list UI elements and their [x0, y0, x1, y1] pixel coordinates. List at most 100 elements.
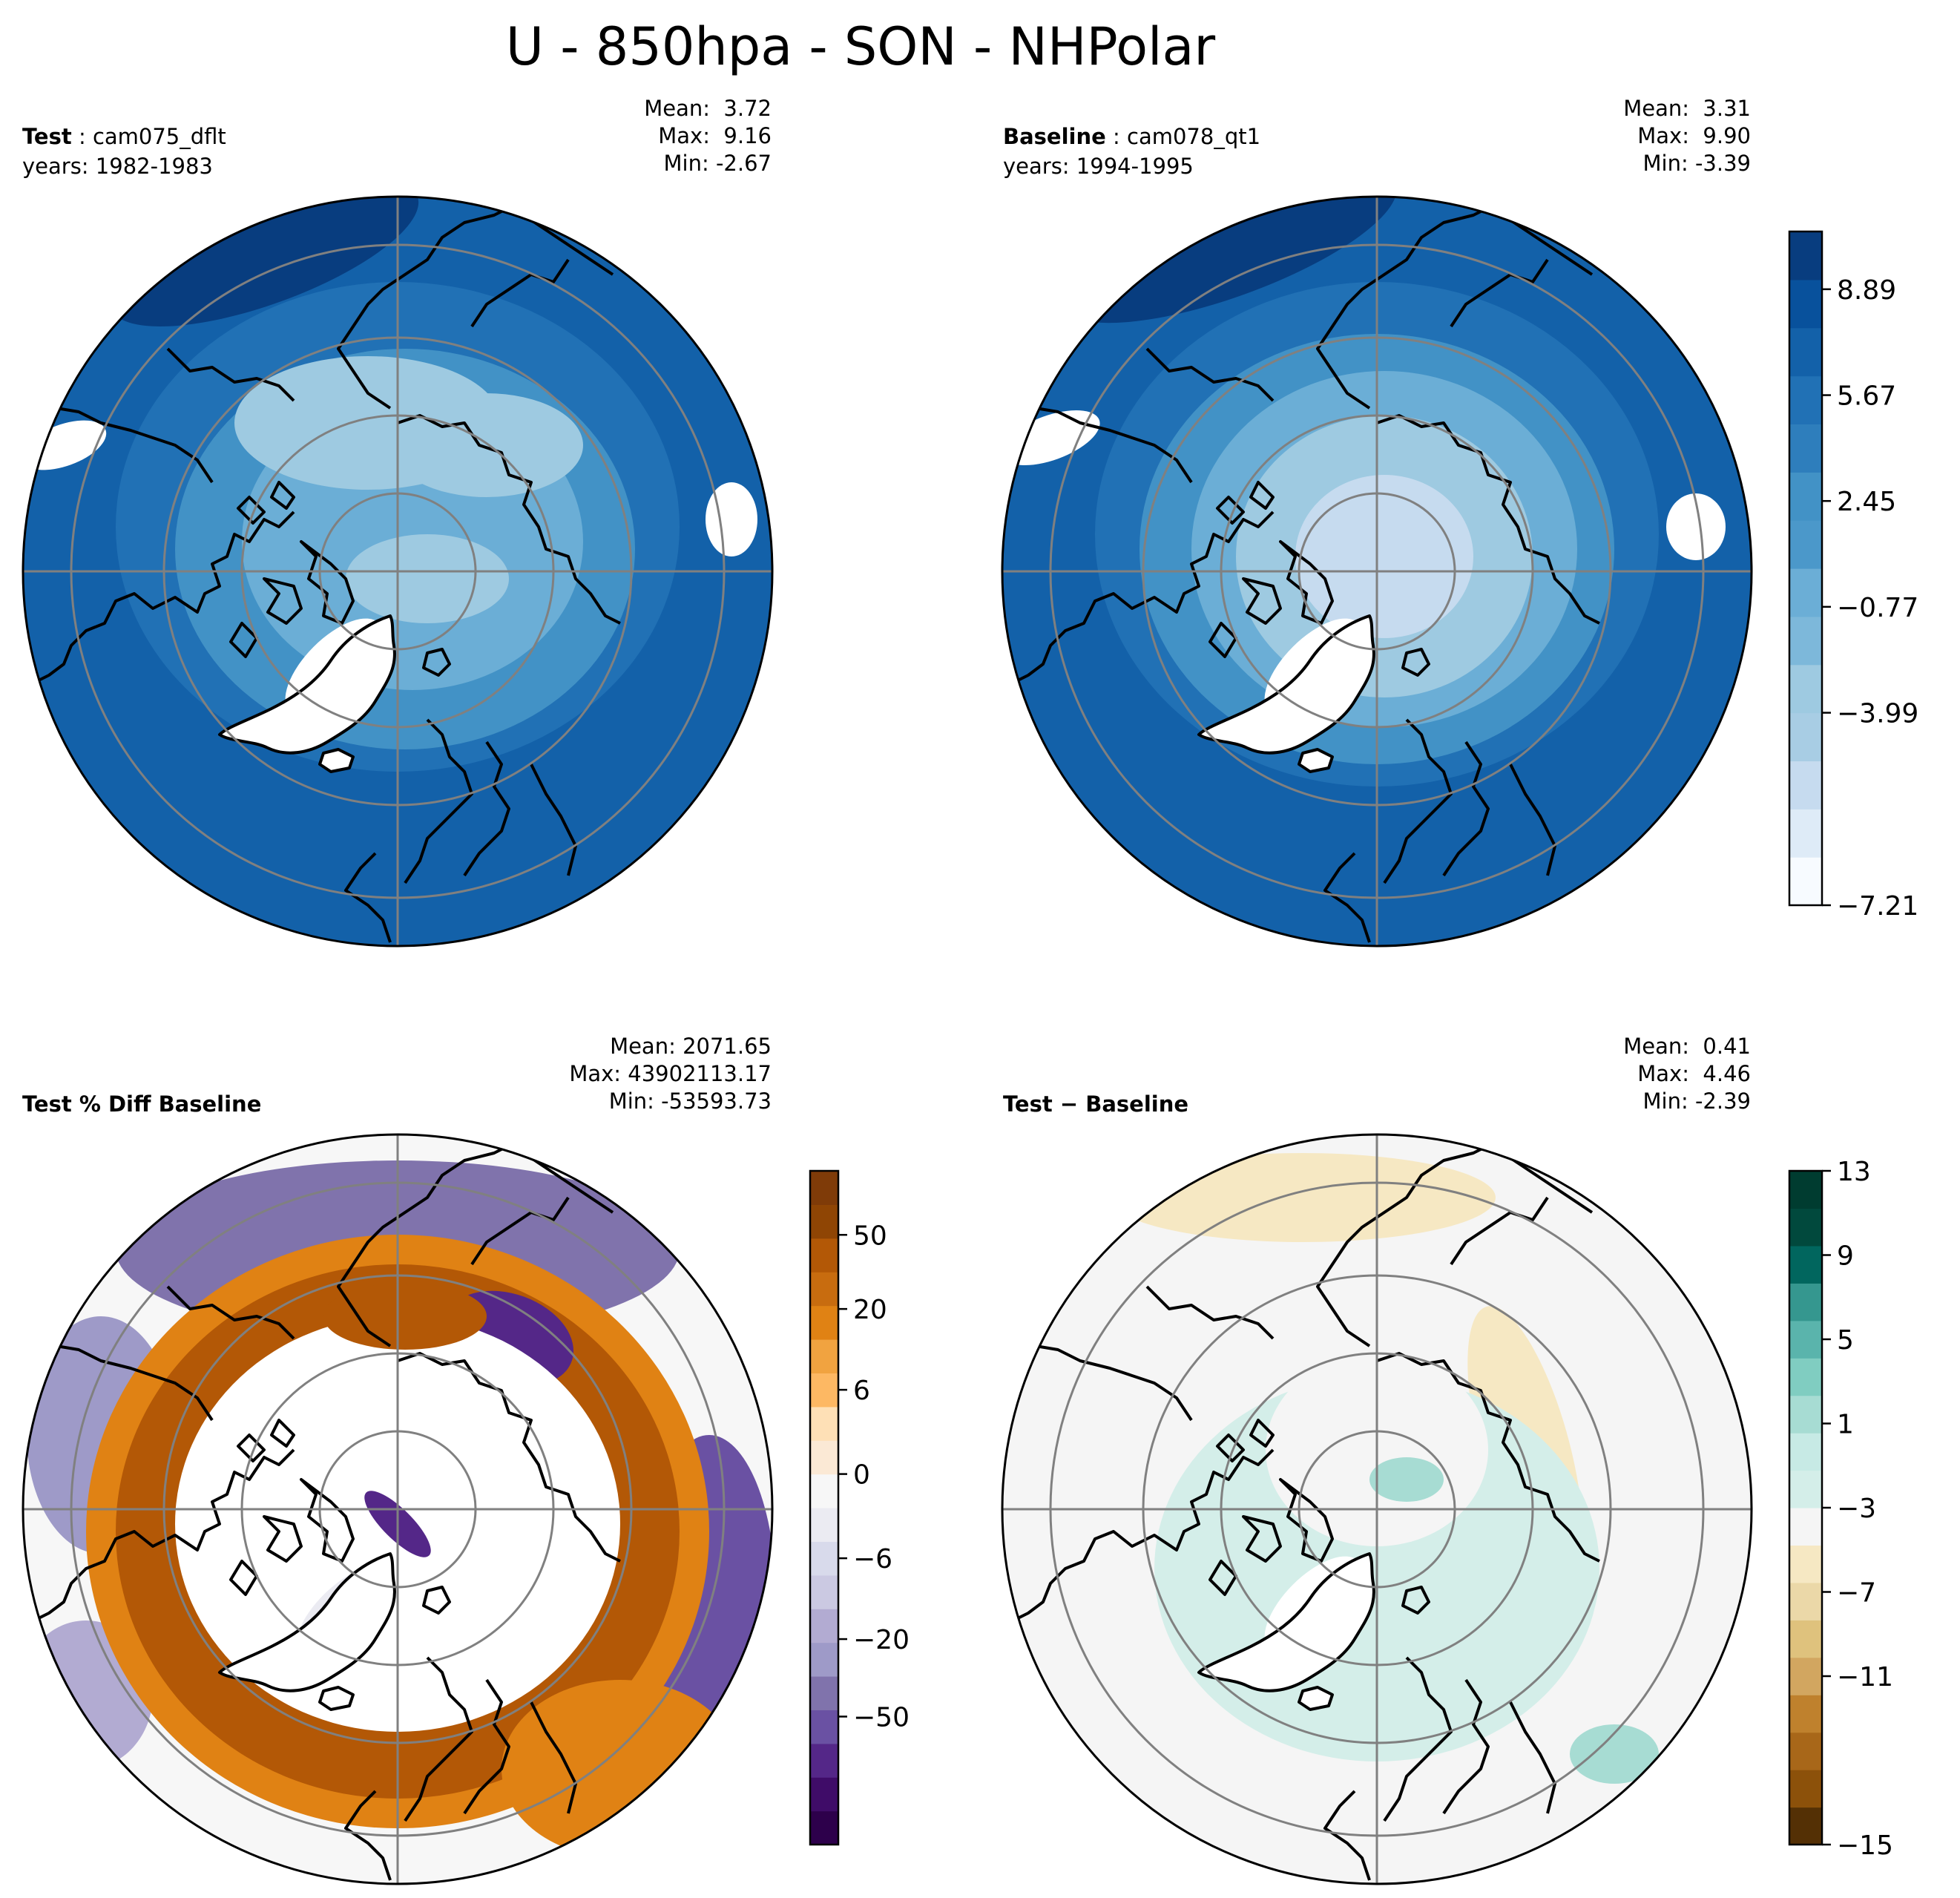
colorbar-diff-tick-label: −11 — [1837, 1662, 1893, 1692]
test-stats: Mean: 3.72 Max: 9.16 Min: -2.67 — [644, 95, 772, 177]
test-label: Test : cam075_dflt — [22, 123, 226, 151]
diff-stats: Mean: 0.41 Max: 4.46 Min: -2.39 — [1623, 1033, 1751, 1115]
colorbar-pctdiff-tick-label: 0 — [853, 1460, 870, 1491]
test-mean: Mean: 3.72 — [644, 96, 772, 121]
colorbar-pctdiff-color-band — [810, 1676, 838, 1710]
diff-mean: Mean: 0.41 — [1623, 1034, 1751, 1059]
diff-contour-5 — [1369, 1457, 1444, 1502]
colorbar-diff-color-band — [1789, 1657, 1822, 1695]
colorbar-pctdiff-frame — [809, 1169, 840, 1846]
colorbar-diff-color-band — [1789, 1395, 1822, 1434]
colorbar-main-color-band — [1789, 375, 1822, 425]
colorbar-main-color-band — [1789, 327, 1822, 377]
pctdiff-label-bold: Test % Diff Baseline — [22, 1091, 262, 1117]
colorbar-pctdiff-color-band — [810, 1406, 838, 1441]
colorbar-diff-color-band — [1789, 1171, 1822, 1209]
baseline-min: Min: -3.39 — [1642, 151, 1751, 176]
diff-graticule — [1002, 1134, 1752, 1884]
pctdiff-field — [23, 1134, 772, 1884]
pctdiff-boundary — [22, 1133, 774, 1885]
colorbar-main-tick-label: −3.99 — [1837, 699, 1918, 729]
baseline-label-bold: Baseline — [1003, 124, 1106, 149]
colorbar-main-tick-label: −7.21 — [1837, 891, 1918, 922]
colorbar-diff-color-band — [1789, 1358, 1822, 1396]
colorbar-pctdiff-color-band — [810, 1710, 838, 1744]
colorbar-pctdiff-color-band — [810, 1743, 838, 1778]
diff-max: Max: 4.46 — [1637, 1061, 1751, 1086]
colorbar-main-color-band — [1789, 712, 1822, 762]
pctdiff-map — [22, 1133, 774, 1885]
pctdiff-max: Max: 43902113.17 — [569, 1061, 772, 1086]
colorbar-pctdiff-color-band — [810, 1272, 838, 1307]
colorbar-diff-color-band — [1789, 1433, 1822, 1471]
pctdiff-min: Min: -53593.73 — [608, 1088, 772, 1114]
colorbar-main-color-band — [1789, 568, 1822, 617]
baseline-max: Max: 9.90 — [1637, 123, 1751, 148]
colorbar-pctdiff-color-band — [810, 1777, 838, 1812]
pctdiff-label: Test % Diff Baseline — [22, 1091, 261, 1118]
colorbar-diff-color-band — [1789, 1770, 1822, 1808]
pctdiff-graticule — [23, 1134, 772, 1884]
colorbar-main-color-band — [1789, 809, 1822, 858]
baseline-graticule — [1002, 197, 1752, 946]
pctdiff-contour-12 — [501, 1680, 739, 1858]
colorbar-diff-color-band — [1789, 1283, 1822, 1321]
test-label-case: : cam075_dflt — [71, 124, 226, 149]
colorbar-pctdiff-color-band — [810, 1574, 838, 1609]
colorbar-diff: 13 9 5 1 −3 −7 −11 −15 — [1788, 1157, 1893, 1861]
baseline-label-case: : cam078_qt1 — [1105, 124, 1261, 149]
colorbar-pctdiff-tick-label: −20 — [853, 1625, 910, 1655]
colorbar-main: 8.89 5.67 2.45 −0.77 −3.99 −7.21 — [1788, 230, 1918, 922]
colorbar-diff-color-band — [1789, 1807, 1822, 1845]
baseline-contour-7 — [1002, 410, 1100, 465]
colorbar-pctdiff-color-band — [810, 1609, 838, 1643]
baseline-years: years: 1994-1995 — [1003, 154, 1194, 179]
colorbar-main-color-band — [1789, 279, 1822, 329]
colorbar-main-color-band — [1789, 520, 1822, 569]
colorbar-pctdiff-color-band — [810, 1373, 838, 1408]
colorbar-main-color-band — [1789, 616, 1822, 666]
colorbar-diff-tick-label: −7 — [1837, 1578, 1876, 1609]
colorbar-main-color-band — [1789, 472, 1822, 521]
colorbar-diff-tick-label: −15 — [1837, 1830, 1893, 1861]
colorbar-pctdiff-tick-label: −50 — [853, 1702, 910, 1733]
diff-label: Test − Baseline — [1003, 1091, 1188, 1118]
colorbar-diff-tick-label: −3 — [1837, 1494, 1876, 1524]
diff-label-bold: Test − Baseline — [1003, 1091, 1189, 1117]
colorbar-main-color-band — [1789, 761, 1822, 810]
baseline-contour-8 — [1666, 493, 1726, 560]
colorbar-main-tick-label: 2.45 — [1837, 487, 1896, 517]
colorbar-pctdiff-color-band — [810, 1474, 838, 1508]
colorbar-diff-color-band — [1789, 1732, 1822, 1770]
test-boundary — [22, 195, 774, 948]
colorbar-pctdiff-color-band — [810, 1508, 838, 1542]
test-years: years: 1982-1983 — [22, 154, 213, 179]
baseline-stats: Mean: 3.31 Max: 9.90 Min: -3.39 — [1623, 95, 1751, 177]
test-contour-9 — [706, 482, 757, 556]
baseline-label: Baseline : cam078_qt1 — [1003, 123, 1260, 151]
colorbar-pctdiff-color-band — [810, 1171, 838, 1205]
colorbar-main-frame — [1788, 230, 1823, 907]
baseline-map — [1001, 195, 1753, 948]
colorbar-pctdiff: 50 20 6 0 −6 −20 −50 — [809, 1169, 910, 1846]
test-field — [23, 197, 772, 946]
colorbar-main-tick-label: 5.67 — [1837, 381, 1896, 412]
pctdiff-stats: Mean: 2071.65 Max: 43902113.17 Min: -53593… — [569, 1033, 772, 1115]
colorbar-pctdiff-color-band — [810, 1541, 838, 1576]
test-contour-1 — [109, 197, 419, 326]
colorbar-main-tick-label: −0.77 — [1837, 593, 1918, 623]
test-map — [22, 195, 774, 948]
colorbar-diff-color-band — [1789, 1245, 1822, 1284]
colorbar-diff-tick-label: 5 — [1837, 1325, 1854, 1356]
colorbar-pctdiff-color-band — [810, 1305, 838, 1340]
colorbar-pctdiff-tick-label: 6 — [853, 1376, 870, 1406]
colorbar-main-color-band — [1789, 424, 1822, 473]
diff-field — [1002, 1134, 1752, 1884]
colorbar-pctdiff-color-band — [810, 1810, 838, 1845]
baseline-field — [1002, 197, 1752, 946]
baseline-boundary — [1001, 195, 1753, 948]
colorbar-diff-color-band — [1789, 1470, 1822, 1508]
colorbar-main-tick-label: 8.89 — [1837, 275, 1896, 306]
colorbar-diff-color-band — [1789, 1508, 1822, 1546]
colorbar-main-color-band — [1789, 231, 1822, 280]
